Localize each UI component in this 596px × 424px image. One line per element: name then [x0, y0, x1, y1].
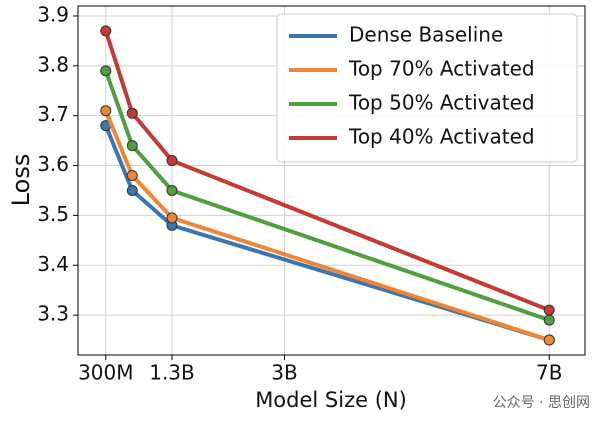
point [166, 212, 178, 224]
x-tick-label: 1.3B [149, 361, 195, 385]
point [100, 25, 112, 37]
point [126, 184, 138, 196]
y-tick-label: 3.7 [37, 102, 69, 126]
point [126, 140, 138, 152]
legend-label: Top 50% Activated [348, 91, 535, 115]
point [543, 334, 555, 346]
y-tick-label: 3.4 [37, 252, 69, 276]
point [543, 314, 555, 326]
x-tick-label: 7B [536, 361, 562, 385]
point [126, 107, 138, 119]
legend-label: Dense Baseline [349, 23, 503, 47]
y-axis-label: Loss [7, 154, 35, 207]
point [126, 170, 138, 182]
x-axis-label: Model Size (N) [255, 388, 407, 412]
plot-frame [77, 5, 586, 356]
point [100, 105, 112, 117]
y-tick-label: 3.3 [37, 302, 69, 326]
point [543, 304, 555, 316]
x-tick-label: 300M [78, 361, 133, 385]
point [166, 184, 178, 196]
legend-box [276, 13, 578, 163]
line [103, 109, 550, 342]
y-tick-label: 3.9 [37, 2, 69, 26]
line [103, 70, 550, 322]
x-tick-label: 3B [271, 361, 297, 385]
y-tick-label: 3.5 [37, 202, 69, 226]
legend-label: Top 70% Activated [348, 57, 535, 81]
line [103, 30, 550, 312]
line [103, 124, 550, 342]
point [100, 65, 112, 77]
y-tick-label: 3.6 [37, 152, 69, 176]
watermark: 公众号 · 思创网 [493, 395, 590, 411]
y-tick-label: 3.8 [37, 52, 69, 76]
point [166, 155, 178, 167]
legend-label: Top 40% Activated [348, 125, 535, 149]
